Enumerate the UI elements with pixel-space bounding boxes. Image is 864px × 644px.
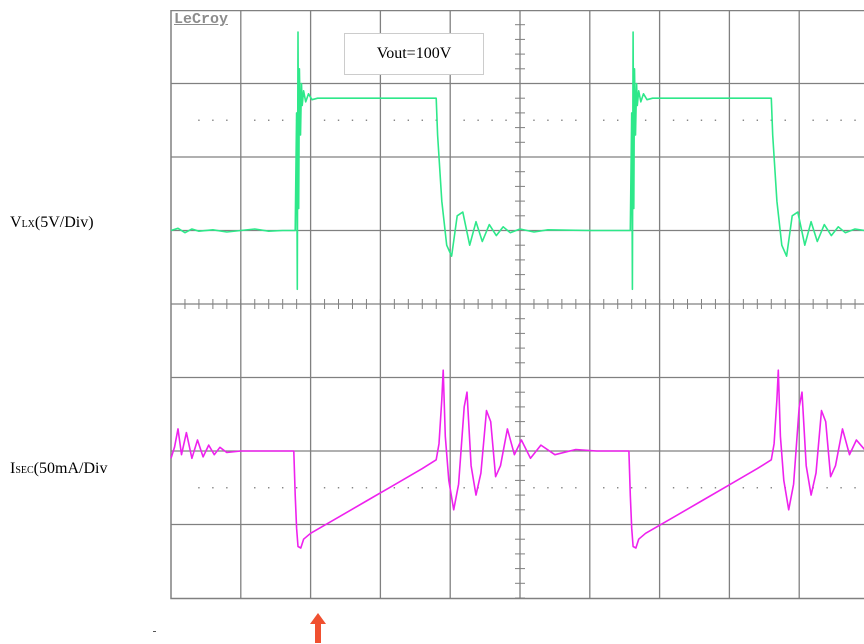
channel-label-vlx-scale: (5V/Div)	[34, 214, 94, 231]
grid-dot	[281, 487, 284, 489]
vout-annotation: Vout=100V	[344, 33, 484, 75]
channel-label-isec-main: I	[10, 460, 16, 477]
grid-dot	[603, 487, 605, 489]
grid-dot	[337, 487, 340, 489]
grid-dot	[491, 119, 493, 121]
grid-dot	[644, 119, 647, 121]
grid-dot	[742, 487, 745, 489]
channel-label-isec: ISEC(50mA/Div	[10, 460, 107, 478]
grid-dot	[672, 119, 675, 121]
channel-label-vlx-sub: LX	[21, 219, 35, 230]
grid-dot	[533, 487, 535, 489]
grid-dot	[575, 487, 577, 489]
grid-dot	[407, 119, 410, 121]
grid-dot	[686, 487, 689, 489]
grid-dot	[714, 119, 717, 121]
grid-dot	[714, 487, 717, 489]
grid-dot	[742, 119, 745, 121]
grid-dot	[351, 487, 354, 489]
grid-dot	[700, 119, 703, 121]
grid-dot	[644, 487, 647, 489]
grid-dot	[575, 119, 577, 121]
grid-dot	[295, 487, 298, 489]
grid-dot	[268, 119, 270, 121]
grid-dot	[254, 119, 256, 121]
grid-dot	[672, 487, 675, 489]
grid-dot	[421, 119, 423, 121]
grid-dot	[561, 487, 563, 489]
grid-dot	[770, 487, 772, 489]
grid-dot	[226, 487, 228, 489]
grid-dot	[505, 119, 507, 121]
trigger-arrow-shape	[310, 613, 326, 643]
grid-dot	[854, 487, 856, 489]
grid-dot	[826, 119, 828, 121]
grid-dot	[630, 487, 633, 489]
grid-dot	[323, 487, 326, 489]
grid-dot	[337, 119, 340, 121]
grid-dot	[770, 119, 772, 121]
grid-dot	[254, 487, 256, 489]
trace-isec	[170, 369, 864, 549]
grid-dot	[198, 119, 200, 121]
brand-logo: LeCroy	[174, 11, 229, 28]
channel-label-isec-sub: SEC	[15, 465, 34, 476]
grid-dot	[756, 119, 759, 121]
grid-dot	[351, 119, 354, 121]
grid-dot	[198, 487, 200, 489]
grid-dot	[840, 119, 842, 121]
trigger-arrow-icon	[310, 613, 326, 643]
grid-dot	[826, 487, 828, 489]
grid-dot	[212, 487, 214, 489]
channel-label-isec-scale: (50mA/Div	[33, 460, 108, 477]
grid-dot	[840, 487, 842, 489]
grid-dot	[603, 119, 605, 121]
grid-dot	[533, 119, 535, 121]
grid-dot	[421, 487, 423, 489]
grid-dot	[561, 119, 563, 121]
grid-dot	[700, 487, 703, 489]
grid-dot	[212, 119, 214, 121]
oscilloscope-screen	[170, 10, 864, 600]
grid-dot	[617, 487, 619, 489]
grid-dot	[686, 119, 689, 121]
grid-dot	[491, 487, 493, 489]
grid-dot	[477, 119, 479, 121]
grid-dot	[365, 487, 368, 489]
channel-label-vlx: VLX(5V/Div)	[10, 214, 94, 232]
grid-dot	[323, 119, 326, 121]
trace-vlx	[170, 31, 864, 291]
grid-dot	[463, 119, 465, 121]
grid-dot	[365, 119, 368, 121]
grid-dot	[393, 487, 396, 489]
grid-dot	[393, 119, 396, 121]
grid-dot	[407, 487, 410, 489]
grid-dot	[435, 487, 437, 489]
grid-dot	[812, 119, 814, 121]
grid-dot	[463, 487, 465, 489]
traces	[170, 31, 864, 549]
grid-dot	[854, 119, 856, 121]
grid-dot	[226, 119, 228, 121]
grid-dot	[268, 487, 270, 489]
grid-dot	[756, 487, 759, 489]
grid-dot	[547, 487, 549, 489]
stray-mark	[153, 631, 156, 632]
grid-dot	[617, 119, 619, 121]
channel-label-vlx-main: V	[10, 214, 22, 231]
grid-dot	[505, 487, 507, 489]
grid-dot	[784, 119, 786, 121]
grid-dot	[547, 119, 549, 121]
grid-dot	[281, 119, 284, 121]
